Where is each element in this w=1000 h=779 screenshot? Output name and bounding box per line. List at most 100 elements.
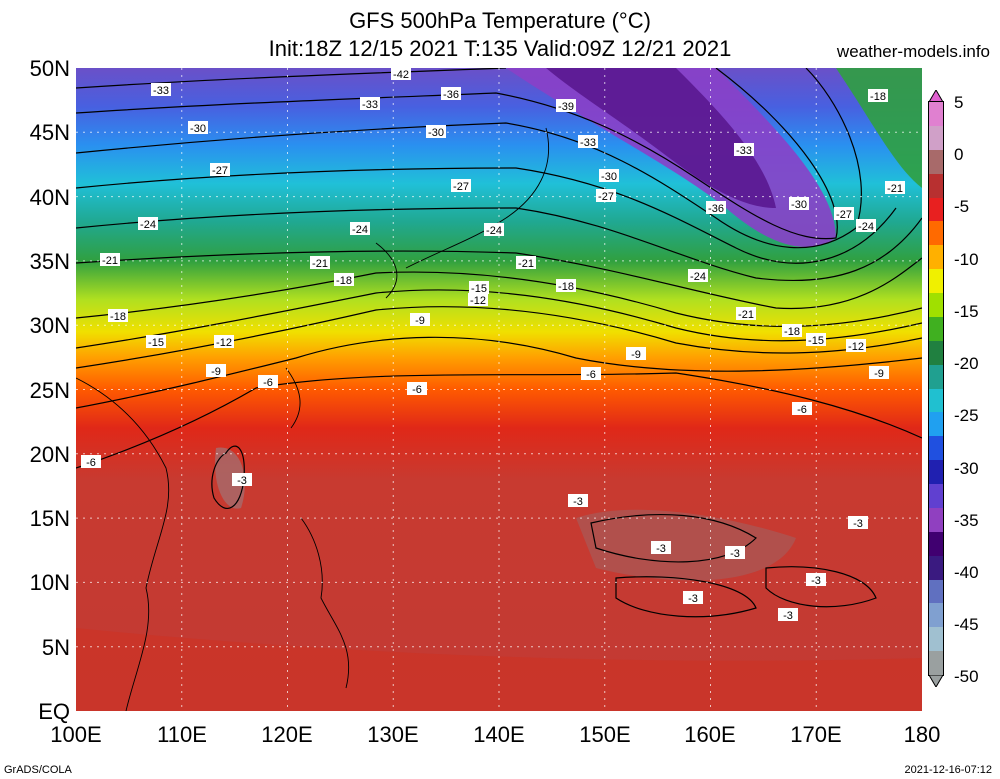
svg-text:-6: -6: [412, 384, 422, 396]
isotherm-line: [211, 445, 245, 509]
colorbar-segment: [929, 293, 943, 317]
contour-label: -6: [81, 455, 101, 469]
isotherm-line: [590, 513, 757, 563]
lon-label: 170E: [790, 722, 842, 747]
colorbar-segment: [929, 507, 943, 532]
colorbar-segment: [929, 388, 943, 413]
svg-text:-6: -6: [797, 404, 807, 416]
cold-core: [546, 68, 776, 208]
contour-label: -33: [578, 135, 598, 149]
contour-label: -24: [688, 269, 708, 283]
equatorial-band: [76, 628, 922, 711]
svg-text:-3: -3: [811, 575, 821, 587]
contour-label: -15: [806, 333, 826, 347]
colorbar-label: -45: [954, 615, 979, 634]
lat-label: 10N: [29, 570, 70, 595]
svg-text:-9: -9: [874, 368, 884, 380]
contour-label: -24: [138, 217, 158, 231]
chart-subtitle: Init:18Z 12/15 2021 T:135 Valid:09Z 12/2…: [268, 36, 732, 61]
colorbar-segment: [929, 460, 943, 485]
colorbar-label: -5: [954, 197, 970, 216]
lon-label: 120E: [261, 722, 313, 747]
contour-label: -24: [484, 223, 504, 237]
lat-label: 5N: [41, 635, 70, 660]
isotherm-line: [76, 207, 922, 282]
contour-label: -42: [391, 68, 411, 81]
colorbar-segment: [929, 436, 943, 461]
svg-text:-21: -21: [887, 183, 903, 195]
svg-text:-30: -30: [601, 171, 617, 183]
colorbar-segment: [929, 197, 943, 222]
svg-text:-30: -30: [428, 127, 444, 139]
svg-text:-39: -39: [558, 101, 574, 113]
contour-label: -27: [210, 163, 230, 177]
contour-label: -18: [334, 273, 354, 287]
colorbar: [928, 101, 944, 676]
contour-label: -15: [469, 281, 489, 295]
svg-text:-15: -15: [471, 283, 487, 295]
lat-label: 50N: [29, 56, 70, 81]
colorbar-segment: [929, 412, 943, 437]
isotherm-line: [76, 68, 862, 249]
svg-text:-12: -12: [470, 295, 486, 307]
svg-text:-12: -12: [216, 337, 232, 349]
lat-label: 30N: [29, 313, 70, 338]
contour-label: -30: [188, 121, 208, 135]
contour-label: -3: [232, 473, 252, 487]
colorbar-segment: [929, 102, 943, 126]
chart-title: GFS 500hPa Temperature (°C): [349, 8, 651, 33]
contour-label: -24: [350, 222, 370, 236]
svg-text:-27: -27: [836, 209, 852, 221]
lon-label: 180: [903, 722, 941, 747]
svg-text:-33: -33: [362, 99, 378, 111]
contour-label: -27: [834, 207, 854, 221]
colorbar-label: -50: [954, 667, 979, 686]
contour-label: -24: [856, 219, 876, 233]
svg-text:-18: -18: [336, 275, 352, 287]
contour-label: -6: [407, 382, 427, 396]
isotherm-line: [76, 250, 922, 310]
coastlines: [76, 127, 550, 711]
lat-label: 25N: [29, 378, 70, 403]
lon-label: 100E: [50, 722, 102, 747]
svg-text:-9: -9: [415, 315, 425, 327]
lat-label: 35N: [29, 249, 70, 274]
contour-label: -27: [451, 179, 471, 193]
lon-label: 130E: [367, 722, 419, 747]
contour-label: -3: [778, 608, 798, 622]
contour-label: -18: [782, 324, 802, 338]
colorbar-segment: [929, 651, 943, 676]
temperature-map: -42 -33 -36 -39 -33 -18 -30 -30 -33 -33 …: [76, 68, 922, 711]
colorbar-segment: [929, 531, 943, 556]
contour-label: -12: [468, 293, 488, 307]
coastline-japan: [405, 127, 550, 269]
svg-text:-3: -3: [783, 610, 793, 622]
lon-label: 140E: [473, 722, 525, 747]
contour-labels: -42 -33 -36 -39 -33 -18 -30 -30 -33 -33 …: [81, 68, 905, 622]
colorbar-segment: [929, 364, 943, 389]
lat-label: 40N: [29, 185, 70, 210]
svg-text:-6: -6: [263, 377, 273, 389]
svg-text:-18: -18: [558, 281, 574, 293]
contour-label: -6: [258, 375, 278, 389]
colorbar-segment: [929, 603, 943, 628]
contour-label: -33: [360, 97, 380, 111]
svg-text:-12: -12: [848, 341, 864, 353]
svg-text:-18: -18: [110, 311, 126, 323]
colorbar-label: -10: [954, 250, 979, 269]
contour-label: -3: [683, 591, 703, 605]
svg-text:-21: -21: [102, 255, 118, 267]
coastline-philippines: [300, 517, 350, 689]
contour-label: -3: [725, 546, 745, 560]
contour-label: -21: [310, 256, 330, 270]
isotherm-line: [765, 566, 877, 608]
contour-label: -9: [410, 313, 430, 327]
svg-text:-3: -3: [853, 518, 863, 530]
svg-text:-15: -15: [148, 337, 164, 349]
svg-text:-3: -3: [730, 548, 740, 560]
contour-label: -9: [626, 347, 646, 361]
lat-label: 15N: [29, 506, 70, 531]
colorbar-segment: [929, 221, 943, 246]
contour-label: -12: [846, 339, 866, 353]
contour-label: -6: [581, 367, 601, 381]
